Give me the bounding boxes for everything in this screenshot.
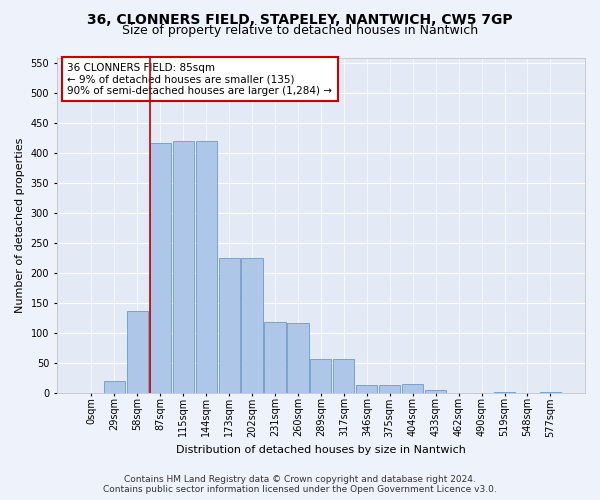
Bar <box>218 258 239 393</box>
Bar <box>265 322 286 393</box>
Bar <box>104 381 125 393</box>
Text: Contains HM Land Registry data © Crown copyright and database right 2024.
Contai: Contains HM Land Registry data © Crown c… <box>103 474 497 494</box>
X-axis label: Distribution of detached houses by size in Nantwich: Distribution of detached houses by size … <box>176 445 466 455</box>
Bar <box>540 392 561 393</box>
Bar <box>379 384 400 393</box>
Bar <box>402 384 423 393</box>
Bar <box>287 323 308 393</box>
Bar <box>356 385 377 393</box>
Text: Size of property relative to detached houses in Nantwich: Size of property relative to detached ho… <box>122 24 478 37</box>
Bar <box>149 142 171 393</box>
Bar <box>334 359 355 393</box>
Bar <box>127 311 148 393</box>
Bar <box>494 392 515 393</box>
Y-axis label: Number of detached properties: Number of detached properties <box>15 138 25 313</box>
Bar <box>241 258 263 393</box>
Bar <box>310 359 331 393</box>
Text: 36 CLONNERS FIELD: 85sqm
← 9% of detached houses are smaller (135)
90% of semi-d: 36 CLONNERS FIELD: 85sqm ← 9% of detache… <box>67 62 332 96</box>
Bar <box>173 142 194 393</box>
Text: 36, CLONNERS FIELD, STAPELEY, NANTWICH, CW5 7GP: 36, CLONNERS FIELD, STAPELEY, NANTWICH, … <box>87 12 513 26</box>
Bar <box>196 142 217 393</box>
Bar <box>425 390 446 393</box>
